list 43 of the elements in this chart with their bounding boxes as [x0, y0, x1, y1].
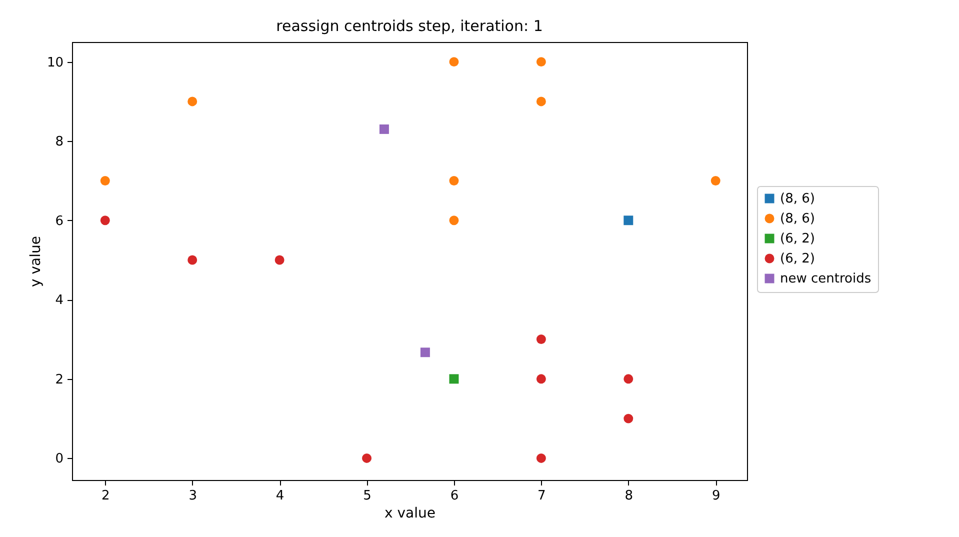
point	[536, 57, 546, 67]
y-tick-label: 8	[55, 134, 64, 150]
point	[536, 374, 546, 384]
y-tick-label: 0	[55, 452, 64, 467]
legend-label: (6, 2)	[780, 232, 815, 246]
point	[100, 176, 110, 186]
point	[362, 453, 372, 463]
x-tick-label: 5	[363, 488, 372, 504]
x-tick-label: 2	[102, 488, 110, 504]
x-tick-label: 3	[188, 488, 197, 504]
y-tick-label: 10	[46, 55, 64, 70]
legend-label: (8, 6)	[780, 212, 815, 226]
point	[188, 255, 198, 265]
point	[449, 57, 459, 67]
point	[100, 216, 110, 226]
point	[624, 414, 634, 424]
point	[449, 216, 459, 226]
y-axis-title: y value	[28, 236, 44, 287]
point	[420, 348, 430, 358]
x-axis-title: x value	[384, 506, 436, 522]
point	[274, 255, 284, 265]
legend-label: (8, 6)	[780, 192, 815, 206]
point	[188, 96, 198, 106]
legend-label: new centroids	[780, 272, 872, 286]
legend-label: (6, 2)	[780, 252, 815, 266]
point	[536, 96, 546, 106]
chart-title: reassign centroids step, iteration: 1	[276, 17, 543, 35]
point	[379, 124, 389, 134]
point	[624, 374, 634, 384]
point	[449, 374, 459, 384]
x-tick-label: 4	[276, 488, 284, 504]
point	[536, 453, 546, 463]
y-tick-label: 6	[55, 214, 64, 229]
point	[624, 216, 634, 226]
point	[710, 176, 720, 186]
y-tick-label: 4	[55, 293, 64, 308]
x-tick-label: 9	[712, 488, 720, 504]
point	[536, 334, 546, 344]
point	[449, 176, 459, 186]
x-tick-label: 7	[538, 488, 546, 504]
x-tick-label: 6	[450, 488, 459, 504]
y-tick-label: 2	[55, 372, 64, 388]
x-tick-label: 8	[624, 488, 634, 504]
